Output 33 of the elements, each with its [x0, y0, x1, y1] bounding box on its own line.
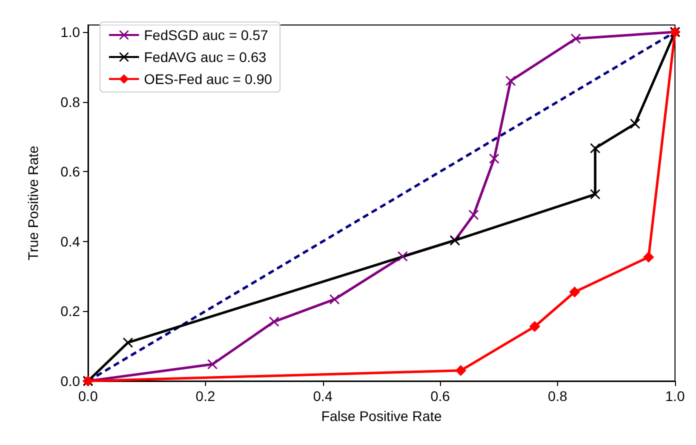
point: [122, 338, 133, 348]
point: [330, 294, 340, 304]
y-tick-label: 0.6: [60, 164, 80, 180]
point: [455, 365, 466, 376]
x-tick-label: 0.8: [548, 388, 568, 404]
x-tick-label: 0.4: [313, 388, 333, 404]
y-tick-label: 0.0: [60, 373, 80, 389]
point: [569, 286, 580, 298]
point: [506, 76, 516, 86]
x-tick-label: 0.0: [78, 388, 98, 404]
y-axis-title: True Positive Rate: [25, 145, 41, 260]
x-axis-title: False Positive Rate: [321, 408, 442, 424]
x-tick-label: 1.0: [665, 388, 685, 404]
point: [489, 154, 500, 164]
y-tick-label: 0.4: [60, 233, 80, 250]
y-tick-label: 1.0: [60, 24, 80, 40]
point: [590, 189, 600, 200]
x-tick-label: 0.6: [430, 388, 450, 404]
point: [570, 34, 581, 44]
point: [207, 359, 218, 370]
x-tick-label: 0.2: [196, 388, 216, 404]
point: [630, 118, 640, 129]
point: [468, 210, 479, 220]
point: [643, 252, 654, 263]
legend-label: FedSGD auc = 0.57: [144, 27, 268, 43]
legend-label: FedAVG auc = 0.63: [144, 49, 267, 65]
y-tick-label: 0.2: [60, 303, 80, 320]
point: [590, 143, 600, 154]
y-tick-label: 0.8: [60, 94, 80, 110]
point: [398, 251, 408, 262]
point: [269, 316, 280, 327]
point: [529, 321, 540, 332]
legend-label: OES-Fed auc = 0.90: [144, 71, 272, 87]
